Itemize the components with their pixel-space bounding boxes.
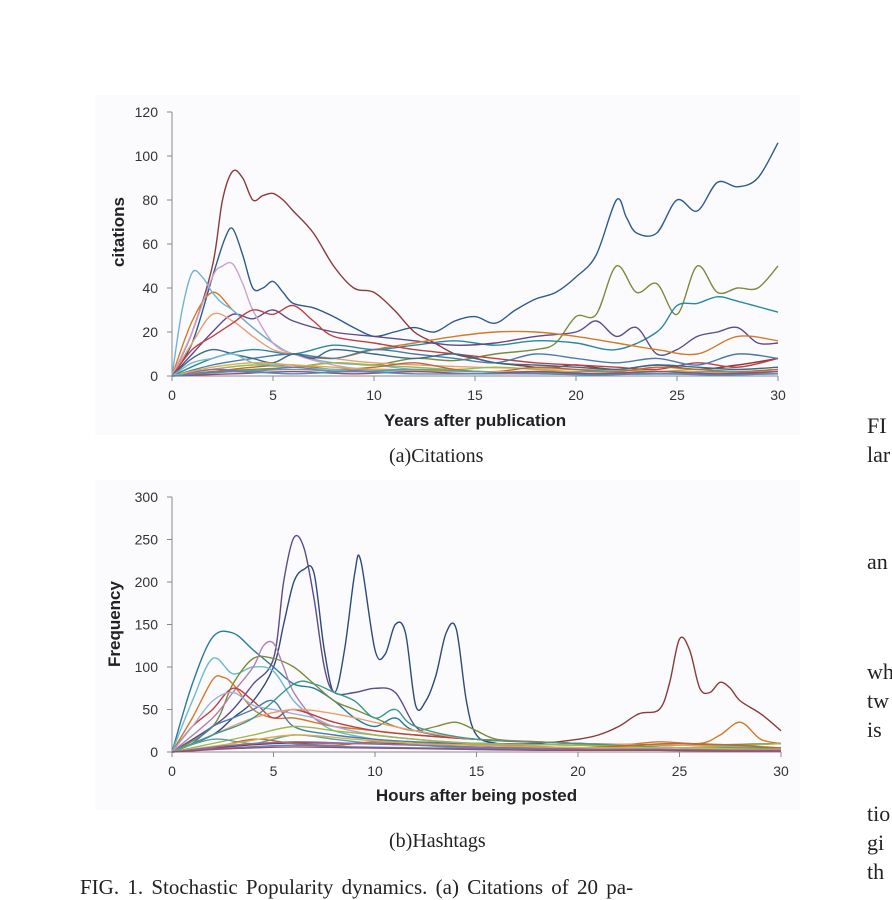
margin-text-fragment: an bbox=[867, 549, 888, 574]
series-line bbox=[171, 680, 782, 753]
y-tick-label: 100 bbox=[135, 148, 159, 164]
x-tick-label: 5 bbox=[270, 763, 278, 779]
y-tick-label: 0 bbox=[150, 744, 158, 760]
y-tick-label: 120 bbox=[135, 104, 159, 120]
figure-caption: FIG. 1. Stochastic Popularity dynamics. … bbox=[80, 875, 634, 899]
margin-text-fragment: lar bbox=[867, 442, 891, 467]
series-line bbox=[171, 655, 782, 753]
margin-text-fragment: gi bbox=[867, 830, 885, 855]
series-line bbox=[171, 265, 779, 377]
margin-text-fragment: tw bbox=[867, 688, 889, 713]
chart-b-background bbox=[95, 480, 800, 810]
margin-text-fragment: is bbox=[867, 717, 882, 742]
series-line bbox=[171, 142, 779, 377]
series-line bbox=[171, 534, 782, 753]
y-tick-label: 100 bbox=[135, 659, 159, 675]
y-tick-label: 80 bbox=[142, 192, 158, 208]
x-tick-label: 20 bbox=[568, 387, 584, 403]
series-line bbox=[171, 741, 782, 753]
y-axis-label: citations bbox=[109, 197, 128, 267]
y-tick-label: 300 bbox=[135, 489, 159, 505]
series-line bbox=[171, 554, 781, 753]
margin-text-fragment: wh bbox=[867, 659, 892, 684]
series-line bbox=[171, 269, 779, 377]
subcaption-hashtags: (b)Hashtags bbox=[389, 830, 486, 852]
x-tick-label: 5 bbox=[269, 387, 277, 403]
x-tick-label: 25 bbox=[669, 387, 685, 403]
x-tick-label: 25 bbox=[672, 763, 688, 779]
y-tick-label: 150 bbox=[135, 617, 159, 633]
x-tick-label: 15 bbox=[469, 763, 485, 779]
margin-text-fragment: FI bbox=[867, 413, 887, 438]
series-line bbox=[171, 348, 779, 377]
y-tick-label: 200 bbox=[135, 574, 159, 590]
x-tick-label: 10 bbox=[367, 763, 383, 779]
x-tick-label: 0 bbox=[168, 387, 176, 403]
x-tick-label: 0 bbox=[168, 763, 176, 779]
y-tick-label: 50 bbox=[142, 702, 158, 718]
y-axis-label: Frequency bbox=[105, 580, 124, 667]
subcaption-citations: (a)Citations bbox=[389, 445, 484, 467]
margin-text-fragment: th bbox=[867, 859, 885, 884]
x-axis-label: Years after publication bbox=[384, 411, 566, 430]
series-line bbox=[171, 309, 779, 377]
series-line bbox=[171, 746, 782, 753]
series-line bbox=[171, 304, 779, 377]
x-tick-label: 10 bbox=[366, 387, 382, 403]
y-tick-label: 40 bbox=[142, 280, 158, 296]
series-line bbox=[171, 370, 779, 377]
x-axis-label: Hours after being posted bbox=[376, 786, 577, 805]
margin-text-fragment: tio bbox=[867, 801, 891, 826]
y-tick-label: 0 bbox=[150, 368, 158, 384]
y-tick-label: 250 bbox=[135, 532, 159, 548]
x-tick-label: 30 bbox=[770, 387, 786, 403]
y-tick-label: 20 bbox=[142, 324, 158, 340]
series-line bbox=[171, 734, 782, 753]
x-tick-label: 15 bbox=[467, 387, 483, 403]
x-tick-label: 30 bbox=[773, 763, 789, 779]
y-tick-label: 60 bbox=[142, 236, 158, 252]
x-tick-label: 20 bbox=[570, 763, 586, 779]
